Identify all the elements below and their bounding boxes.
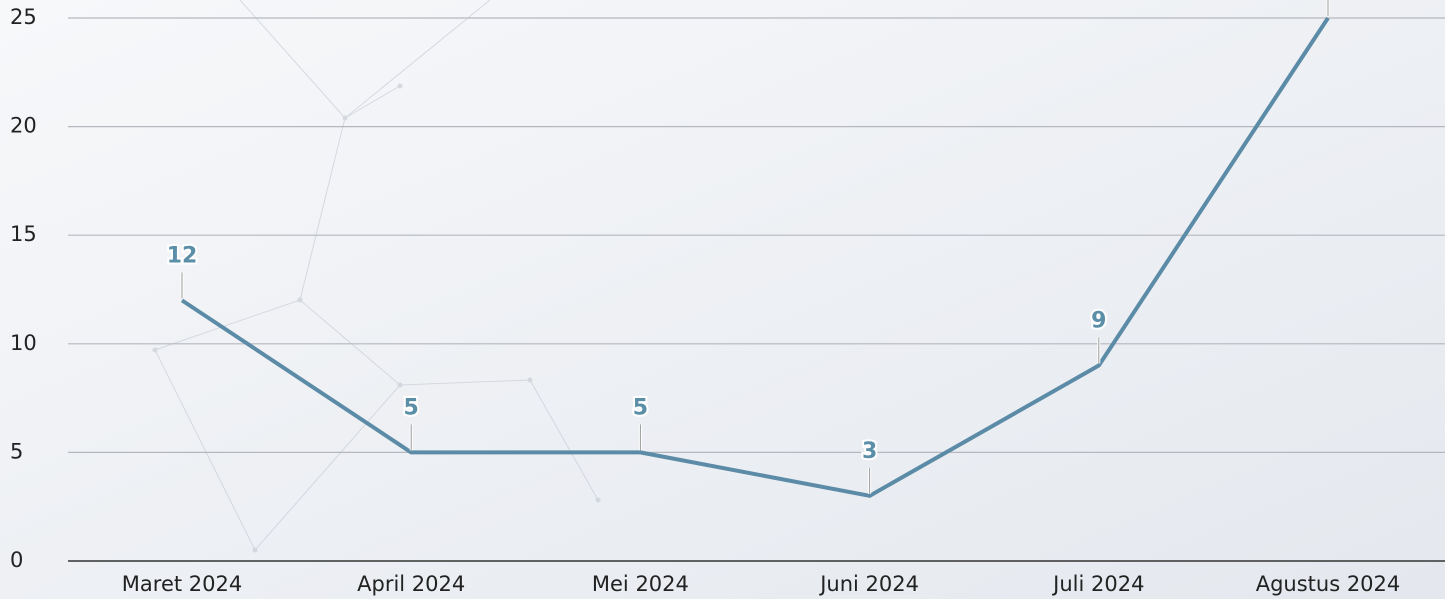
data-label: 3	[862, 439, 877, 464]
x-tick-label: Juni 2024	[818, 572, 919, 596]
y-tick-label: 25	[10, 5, 37, 29]
data-label: 5	[633, 395, 648, 420]
data-label: 12	[167, 243, 198, 268]
data-label: 9	[1091, 309, 1106, 334]
x-tick-label: Agustus 2024	[1256, 572, 1401, 596]
y-tick-label: 0	[10, 548, 23, 572]
y-tick-label: 5	[10, 439, 23, 463]
x-tick-label: Juli 2024	[1051, 572, 1144, 596]
line	[180, 16, 1330, 498]
x-tick-label: April 2024	[357, 572, 465, 596]
data-label: 5	[404, 395, 419, 420]
x-tick-label: Maret 2024	[122, 572, 242, 596]
y-tick-label: 10	[10, 331, 37, 355]
decoration	[152, 0, 601, 553]
y-tick-label: 20	[10, 114, 37, 138]
y-tick-label: 15	[10, 222, 37, 246]
x-tick-label: Mei 2024	[592, 572, 689, 596]
